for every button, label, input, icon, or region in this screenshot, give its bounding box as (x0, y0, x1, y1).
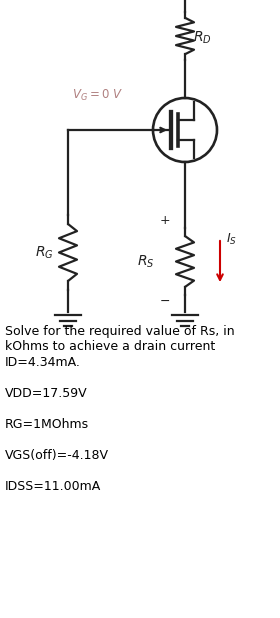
Text: $R_D$: $R_D$ (193, 30, 212, 46)
Text: VDD=17.59V: VDD=17.59V (5, 387, 88, 400)
Text: kOhms to achieve a drain current: kOhms to achieve a drain current (5, 341, 215, 353)
Text: VGS(off)=-4.18V: VGS(off)=-4.18V (5, 449, 109, 462)
Text: $R_G$: $R_G$ (35, 244, 54, 261)
Text: Solve for the required value of Rs, in: Solve for the required value of Rs, in (5, 325, 235, 338)
Text: −: − (160, 295, 170, 308)
Text: ID=4.34mA.: ID=4.34mA. (5, 356, 81, 369)
Text: IDSS=11.00mA: IDSS=11.00mA (5, 480, 101, 493)
Text: $I_S$: $I_S$ (226, 232, 237, 247)
Text: $R_S$: $R_S$ (137, 253, 155, 269)
Text: +: + (160, 213, 170, 227)
Text: $V_G=0\ V$: $V_G=0\ V$ (72, 88, 123, 103)
Text: RG=1MOhms: RG=1MOhms (5, 418, 89, 431)
